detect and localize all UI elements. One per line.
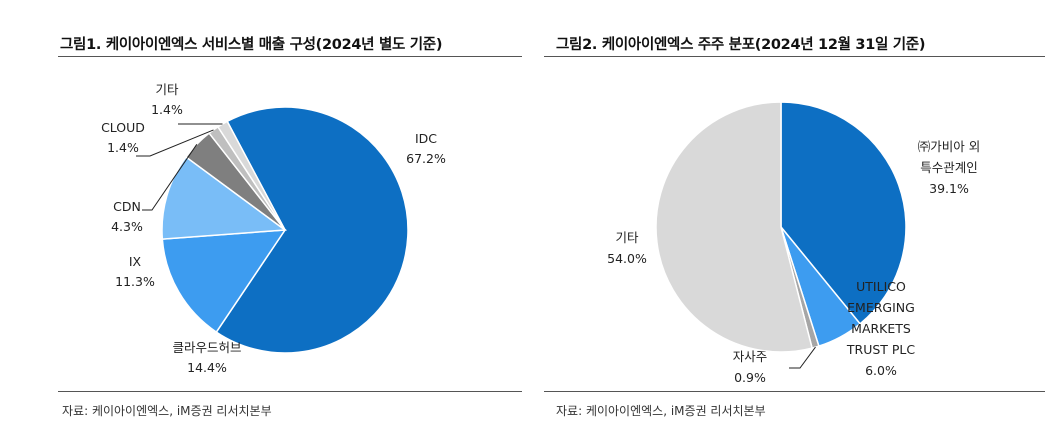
slice-name-label: 자사주 <box>733 349 768 364</box>
chart-panel-shareholders: 그림2. 케이아이엔엑스 주주 분포(2024년 12월 31일 기준) ㈜가비… <box>524 0 1045 436</box>
title-rule <box>58 56 522 57</box>
slice-name-label: CDN <box>113 199 141 214</box>
slice-name-label: 기타 <box>615 230 639 245</box>
slice-name-label: MARKETS <box>851 321 911 336</box>
slice-value-label: 39.1% <box>929 181 969 196</box>
revenue-pie-chart: IDC 67.2% 클라우드허브 14.4% IX 11.3% CDN 4.3% CLOUD 1.… <box>101 82 446 375</box>
pie-slice-ix <box>161 155 288 240</box>
pie-slice-item-5 <box>216 120 286 231</box>
slice-name-label: IX <box>129 254 142 269</box>
slice-value-label: 1.4% <box>151 102 183 117</box>
pie-slice-item-1 <box>161 229 287 334</box>
slice-value-label: 14.4% <box>187 360 227 375</box>
leader-line <box>142 144 198 211</box>
slice-name-label: EMERGING <box>847 300 915 315</box>
chart-title: 그림1. 케이아이엔엑스 서비스별 매출 구성(2024년 별도 기준) <box>60 37 443 53</box>
source-rule <box>58 391 522 392</box>
title-rule <box>544 56 1045 57</box>
source-rule <box>544 391 1045 392</box>
slice-name-label: IDC <box>415 131 437 146</box>
pie-slice-idc <box>215 106 409 354</box>
slice-value-label: 0.9% <box>734 370 766 385</box>
slice-name-label: CLOUD <box>101 120 145 135</box>
slice-name-label: 기타 <box>155 82 179 97</box>
pie-slice-item-3 <box>655 101 814 353</box>
slice-value-label: 67.2% <box>406 151 446 166</box>
chart-panel-revenue: 그림1. 케이아이엔엑스 서비스별 매출 구성(2024년 별도 기준) IDC… <box>58 37 522 418</box>
pie-slice-item-0 <box>780 101 907 325</box>
chart-title: 그림2. 케이아이엔엑스 주주 분포(2024년 12월 31일 기준) <box>556 37 926 53</box>
slice-name-label: 클라우드허브 <box>172 340 241 355</box>
source-note: 자료: 케이아이엔엑스, iM증권 리서치본부 <box>556 404 766 418</box>
source-note: 자료: 케이아이엔엑스, iM증권 리서치본부 <box>62 404 272 418</box>
slice-name-label: ㈜가비아 외 <box>918 139 980 154</box>
slice-value-label: 54.0% <box>607 251 647 266</box>
slice-value-label: 11.3% <box>115 274 155 289</box>
slice-name-label: UTILICO <box>856 279 906 294</box>
leader-line <box>789 346 816 369</box>
slice-value-label: 4.3% <box>111 219 143 234</box>
slice-name-label: TRUST PLC <box>846 342 916 357</box>
slice-name-label: 특수관계인 <box>920 160 978 175</box>
slice-value-label: 1.4% <box>107 140 139 155</box>
leader-line <box>136 129 214 157</box>
slice-value-label: 6.0% <box>865 363 897 378</box>
